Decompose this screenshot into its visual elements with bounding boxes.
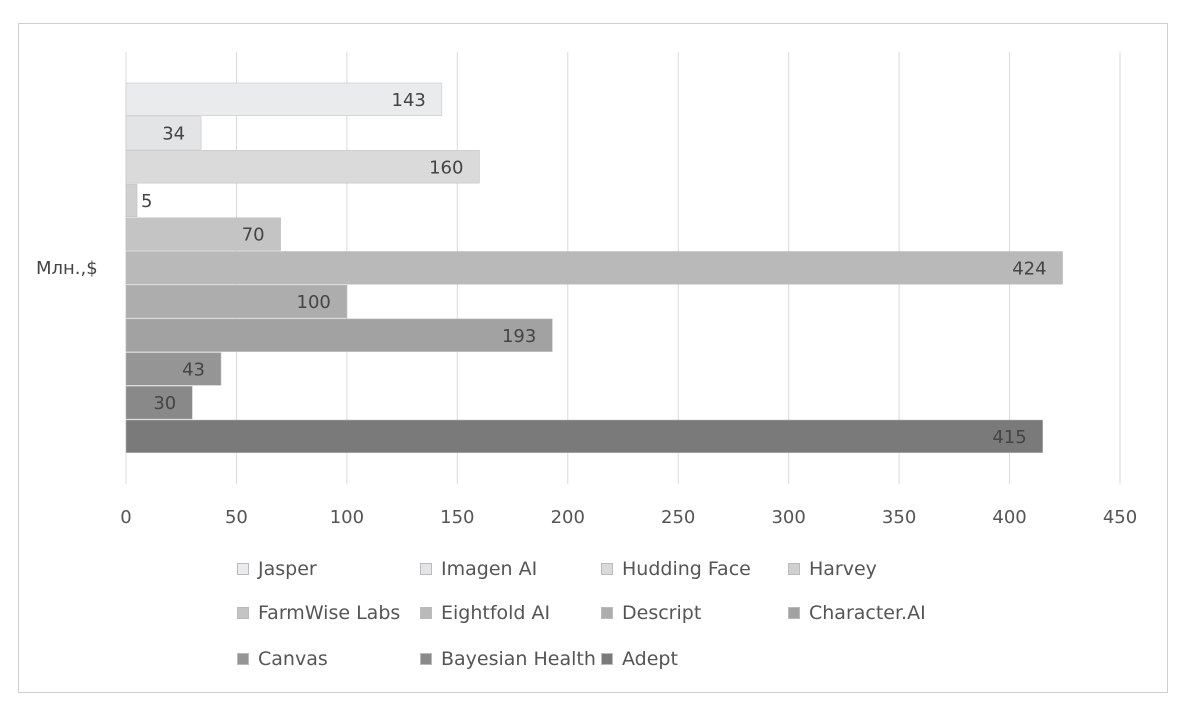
bar-descript <box>125 284 348 319</box>
legend-swatch <box>601 607 613 619</box>
x-tick-label: 0 <box>120 507 131 528</box>
x-tick-label: 300 <box>771 507 805 528</box>
legend-label: Canvas <box>258 648 328 670</box>
y-axis-label: Млн.,$ <box>36 258 98 279</box>
data-label: 30 <box>153 393 176 414</box>
x-tick-label: 200 <box>551 507 585 528</box>
legend-item: FarmWise Labs <box>237 601 400 625</box>
legend-swatch <box>420 607 432 619</box>
data-label: 100 <box>297 292 331 313</box>
legend-label: Harvey <box>809 558 877 580</box>
legend-swatch <box>420 563 432 575</box>
legend-item: Adept <box>601 647 678 671</box>
data-label: 5 <box>141 191 152 212</box>
x-tick-label: 100 <box>330 507 364 528</box>
legend-swatch <box>601 563 613 575</box>
data-label: 415 <box>992 427 1026 448</box>
legend-swatch <box>237 653 249 665</box>
legend-label: Descript <box>622 602 702 624</box>
bar-harvey <box>125 183 138 218</box>
legend-label: Character.AI <box>809 602 926 624</box>
legend-item: Bayesian Health <box>420 647 596 671</box>
legend-item: Canvas <box>237 647 328 671</box>
legend-swatch <box>420 653 432 665</box>
x-tick-label: 450 <box>1103 507 1137 528</box>
legend-item: Eightfold AI <box>420 601 550 625</box>
legend-label: FarmWise Labs <box>258 602 401 624</box>
bar-jasper <box>125 82 443 116</box>
data-label: 43 <box>182 359 205 380</box>
data-label: 193 <box>502 326 536 347</box>
legend-swatch <box>237 607 249 619</box>
bar-adept <box>125 419 1043 453</box>
legend-label: Bayesian Health <box>441 648 596 670</box>
data-label: 34 <box>162 124 185 145</box>
bar-imagen-ai <box>125 116 202 150</box>
data-label: 143 <box>392 90 426 111</box>
bar-eightfold-ai <box>125 251 1063 285</box>
x-tick-label: 50 <box>225 507 248 528</box>
bar-bayesian-health <box>125 386 193 420</box>
bar-canvas <box>125 352 222 386</box>
legend-item: Hudding Face <box>601 557 751 581</box>
legend-label: Eightfold AI <box>441 602 551 624</box>
x-tick-label: 250 <box>661 507 695 528</box>
legend-item: Harvey <box>788 557 877 581</box>
bar-character-ai <box>125 318 553 352</box>
x-tick-label: 400 <box>992 507 1026 528</box>
legend-label: Adept <box>622 648 678 670</box>
data-label: 424 <box>1012 258 1046 279</box>
legend-label: Imagen AI <box>441 558 538 580</box>
legend-item: Descript <box>601 601 701 625</box>
legend-item: Imagen AI <box>420 557 537 581</box>
bar-hudding-face <box>125 150 480 184</box>
x-tick-label: 350 <box>882 507 916 528</box>
legend-swatch <box>788 607 800 619</box>
x-tick-label: 150 <box>440 507 474 528</box>
bar-farmwise-labs <box>125 217 281 251</box>
legend-label: Jasper <box>258 558 317 580</box>
data-label: 70 <box>242 225 265 246</box>
legend-label: Hudding Face <box>622 558 751 580</box>
legend-item: Jasper <box>237 557 317 581</box>
legend-swatch <box>237 563 249 575</box>
legend-item: Character.AI <box>788 601 926 625</box>
data-label: 160 <box>429 157 463 178</box>
legend-swatch <box>601 653 613 665</box>
legend-swatch <box>788 563 800 575</box>
